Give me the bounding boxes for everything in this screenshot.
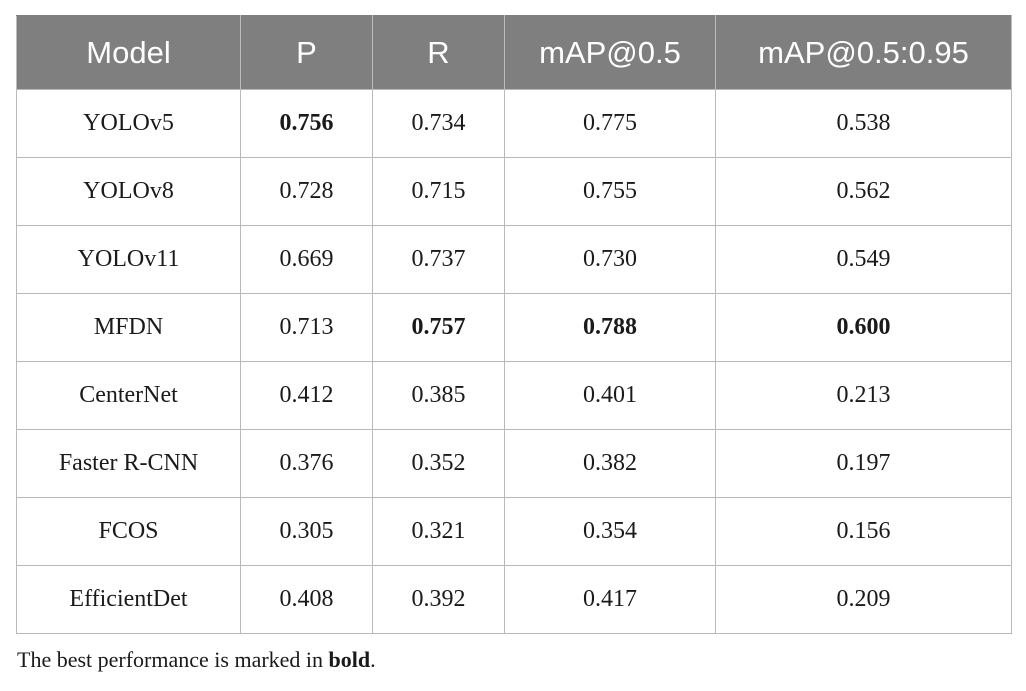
cell-model: YOLOv5 (16, 89, 241, 158)
cell-recall: 0.392 (372, 565, 505, 634)
cell-precision: 0.669 (240, 225, 373, 294)
cell-map50: 0.401 (504, 361, 716, 430)
cell-map50: 0.354 (504, 497, 716, 566)
cell-map50: 0.417 (504, 565, 716, 634)
cell-recall: 0.737 (372, 225, 505, 294)
header-model: Model (16, 15, 241, 90)
table-footnote: The best performance is marked in bold. (17, 647, 376, 673)
table-row: MFDN 0.713 0.757 0.788 0.600 (16, 293, 1012, 362)
header-recall: R (372, 15, 505, 90)
table-row: YOLOv5 0.756 0.734 0.775 0.538 (16, 89, 1012, 158)
cell-map50-95: 0.562 (715, 157, 1012, 226)
cell-map50-95: 0.209 (715, 565, 1012, 634)
cell-recall: 0.385 (372, 361, 505, 430)
header-precision: P (240, 15, 373, 90)
header-row: Model P R mAP@0.5 mAP@0.5:0.95 (16, 15, 1012, 90)
table-row: CenterNet 0.412 0.385 0.401 0.213 (16, 361, 1012, 430)
cell-precision: 0.412 (240, 361, 373, 430)
results-table: Model P R mAP@0.5 mAP@0.5:0.95 YOLOv5 0.… (16, 15, 1012, 634)
cell-model: CenterNet (16, 361, 241, 430)
cell-map50-95: 0.213 (715, 361, 1012, 430)
table-row: YOLOv11 0.669 0.737 0.730 0.549 (16, 225, 1012, 294)
table-row: YOLOv8 0.728 0.715 0.755 0.562 (16, 157, 1012, 226)
table-row: FCOS 0.305 0.321 0.354 0.156 (16, 497, 1012, 566)
cell-map50: 0.730 (504, 225, 716, 294)
cell-precision: 0.728 (240, 157, 373, 226)
cell-model: Faster R-CNN (16, 429, 241, 498)
cell-precision: 0.756 (240, 89, 373, 158)
cell-model: FCOS (16, 497, 241, 566)
cell-model: YOLOv8 (16, 157, 241, 226)
footnote-period: . (370, 647, 376, 672)
cell-model: YOLOv11 (16, 225, 241, 294)
cell-recall: 0.321 (372, 497, 505, 566)
cell-map50: 0.382 (504, 429, 716, 498)
table-row: Faster R-CNN 0.376 0.352 0.382 0.197 (16, 429, 1012, 498)
results-table-container: Model P R mAP@0.5 mAP@0.5:0.95 YOLOv5 0.… (16, 15, 1012, 634)
header-map50-95: mAP@0.5:0.95 (715, 15, 1012, 90)
table-row: EfficientDet 0.408 0.392 0.417 0.209 (16, 565, 1012, 634)
header-map50: mAP@0.5 (504, 15, 716, 90)
cell-recall: 0.715 (372, 157, 505, 226)
cell-model: EfficientDet (16, 565, 241, 634)
cell-map50: 0.788 (504, 293, 716, 362)
cell-precision: 0.305 (240, 497, 373, 566)
footnote-text: The best performance is marked in (17, 647, 329, 672)
cell-recall: 0.352 (372, 429, 505, 498)
cell-map50-95: 0.156 (715, 497, 1012, 566)
cell-model: MFDN (16, 293, 241, 362)
cell-map50-95: 0.538 (715, 89, 1012, 158)
cell-precision: 0.408 (240, 565, 373, 634)
cell-map50-95: 0.600 (715, 293, 1012, 362)
cell-map50-95: 0.197 (715, 429, 1012, 498)
footnote-emphasis: bold (328, 647, 371, 672)
cell-precision: 0.713 (240, 293, 373, 362)
cell-map50-95: 0.549 (715, 225, 1012, 294)
cell-recall: 0.757 (372, 293, 505, 362)
cell-map50: 0.775 (504, 89, 716, 158)
cell-recall: 0.734 (372, 89, 505, 158)
cell-precision: 0.376 (240, 429, 373, 498)
cell-map50: 0.755 (504, 157, 716, 226)
